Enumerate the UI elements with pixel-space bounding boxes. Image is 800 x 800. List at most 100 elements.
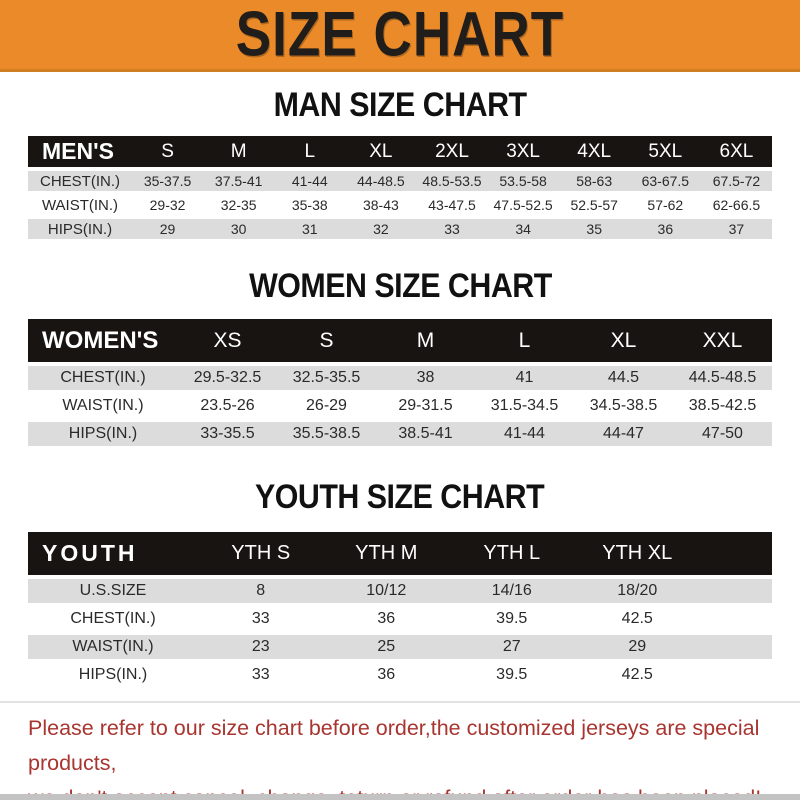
spacer — [700, 605, 772, 633]
disclaimer-note: Please refer to our size chart before or… — [0, 701, 800, 800]
size-value: 44-47 — [603, 425, 644, 442]
size-column-header: XL — [345, 136, 417, 169]
size-value: 36 — [657, 221, 674, 237]
table-header-row: YOUTH YTH S YTH M YTH L YTH XL — [28, 532, 772, 577]
size-value: 33 — [251, 610, 270, 627]
measurement-row: HIPS(IN.) 33-35.5 35.5-38.5 38.5-41 41-44 44-… — [28, 420, 772, 448]
size-column-header: YTH S — [198, 532, 324, 577]
row-label: CHEST(IN.) — [60, 369, 146, 386]
size-value: 29-32 — [149, 197, 186, 213]
measurement-row: WAIST(IN.) 29-32 32-35 35-38 38-43 43-47.5 47.… — [28, 193, 772, 217]
size-column-header: XS — [178, 319, 277, 364]
measurement-row: CHEST(IN.) 29.5-32.5 32.5-35.5 38 41 44.5 44.5… — [28, 364, 772, 392]
size-value: 23 — [251, 638, 270, 655]
size-value: 42.5 — [621, 666, 653, 683]
women-size-table: WOMEN'S XS S M L XL XXL CHEST(IN.) 29.5-32.5 32.5… — [28, 319, 772, 450]
youth-section-heading: YOUTH SIZE CHART — [0, 477, 800, 516]
size-value: 32-35 — [220, 197, 257, 213]
men-section-heading: MAN SIZE CHART — [0, 84, 800, 125]
size-value: 38.5-41 — [398, 425, 453, 442]
size-value: 39.5 — [496, 610, 528, 627]
size-value: 43-47.5 — [428, 197, 476, 213]
youth-size-table: YOUTH YTH S YTH M YTH L YTH XL U.S.SIZE 8 10/12… — [28, 532, 772, 691]
size-value: 26-29 — [306, 397, 347, 414]
row-label: HIPS(IN.) — [68, 425, 138, 442]
row-label: WAIST(IN.) — [72, 638, 154, 655]
row-label: U.S.SIZE — [79, 582, 147, 599]
size-value: 44-48.5 — [357, 173, 405, 189]
size-column-header: YTH L — [449, 532, 575, 577]
size-column-header: M — [376, 319, 475, 364]
size-value: 29-31.5 — [398, 397, 453, 414]
size-column-header: 4XL — [558, 136, 630, 169]
size-column-header: S — [277, 319, 376, 364]
size-value: 34 — [515, 221, 531, 237]
banner: SIZE CHART — [0, 0, 800, 72]
size-value: 57-62 — [647, 197, 684, 213]
size-value: 35-37.5 — [143, 173, 192, 189]
row-label: CHEST(IN.) — [70, 610, 156, 627]
size-value: 29 — [628, 638, 647, 655]
size-value: 35-38 — [291, 197, 328, 213]
row-label: WAIST(IN.) — [62, 397, 144, 414]
men-size-table: MEN'S S M L XL 2XL 3XL 4XL 5XL 6XL CHEST(IN.) 35-37… — [28, 136, 772, 243]
measurement-row: HIPS(IN.) 33 36 39.5 42.5 — [28, 661, 772, 689]
size-column-header: XL — [574, 319, 673, 364]
size-column-header: 3XL — [487, 136, 559, 169]
size-value: 33 — [444, 221, 460, 237]
women-section-heading-text: WOMEN SIZE CHART — [248, 265, 552, 306]
size-value: 53.5-58 — [499, 173, 547, 189]
size-value: 36 — [377, 666, 396, 683]
size-value: 41-44 — [504, 425, 545, 442]
size-value: 62-66.5 — [712, 197, 761, 213]
size-value: 41 — [515, 369, 534, 386]
size-value: 44.5-48.5 — [688, 369, 757, 386]
size-value: 38.5-42.5 — [688, 397, 757, 414]
size-value: 63-67.5 — [641, 173, 690, 189]
size-value: 47-50 — [702, 425, 743, 442]
table-title: WOMEN'S — [28, 319, 178, 364]
spacer — [700, 532, 772, 577]
size-column-header: L — [274, 136, 346, 169]
size-value: 8 — [256, 582, 266, 599]
men-section-heading-text: MAN SIZE CHART — [273, 84, 527, 125]
spacer — [700, 633, 772, 661]
size-value: 29 — [159, 221, 176, 237]
size-value: 27 — [502, 638, 521, 655]
row-label: HIPS(IN.) — [47, 220, 113, 238]
size-value: 29.5-32.5 — [193, 369, 262, 386]
row-label: WAIST(IN.) — [41, 196, 119, 214]
size-value: 33-35.5 — [200, 425, 255, 442]
size-value: 58-63 — [576, 173, 613, 189]
size-value: 34.5-38.5 — [589, 397, 658, 414]
banner-title: SIZE CHART — [235, 0, 565, 70]
measurement-row: CHEST(IN.) 33 36 39.5 42.5 — [28, 605, 772, 633]
size-value: 37 — [728, 221, 745, 237]
size-value: 35.5-38.5 — [292, 425, 361, 442]
size-value: 23.5-26 — [200, 397, 255, 414]
size-value: 38-43 — [362, 197, 399, 213]
size-value: 25 — [377, 638, 396, 655]
size-value: 38 — [416, 369, 435, 386]
size-value: 48.5-53.5 — [422, 173, 482, 189]
size-value: 14/16 — [491, 582, 532, 599]
measurement-row: HIPS(IN.) 29 30 31 32 33 34 35 36 37 — [28, 217, 772, 241]
row-label: HIPS(IN.) — [78, 666, 148, 683]
size-value: 35 — [586, 221, 602, 237]
measurement-row: WAIST(IN.) 23.5-26 26-29 29-31.5 31.5-34.5 34… — [28, 392, 772, 420]
size-value: 10/12 — [366, 582, 407, 599]
size-value: 31 — [301, 221, 318, 237]
table-title: YOUTH — [28, 532, 198, 577]
measurement-row: WAIST(IN.) 23 25 27 29 — [28, 633, 772, 661]
disclaimer-line-1: Please refer to our size chart before or… — [28, 716, 760, 775]
measurement-row: U.S.SIZE 8 10/12 14/16 18/20 — [28, 577, 772, 605]
size-value: 52.5-57 — [570, 197, 618, 213]
spacer — [700, 577, 772, 605]
size-value: 39.5 — [496, 666, 528, 683]
size-column-header: YTH XL — [574, 532, 700, 577]
table-title: MEN'S — [28, 136, 132, 169]
size-value: 41-44 — [291, 173, 328, 189]
table-header-row: WOMEN'S XS S M L XL XXL — [28, 319, 772, 364]
size-value: 33 — [251, 666, 270, 683]
size-value: 32.5-35.5 — [292, 369, 361, 386]
